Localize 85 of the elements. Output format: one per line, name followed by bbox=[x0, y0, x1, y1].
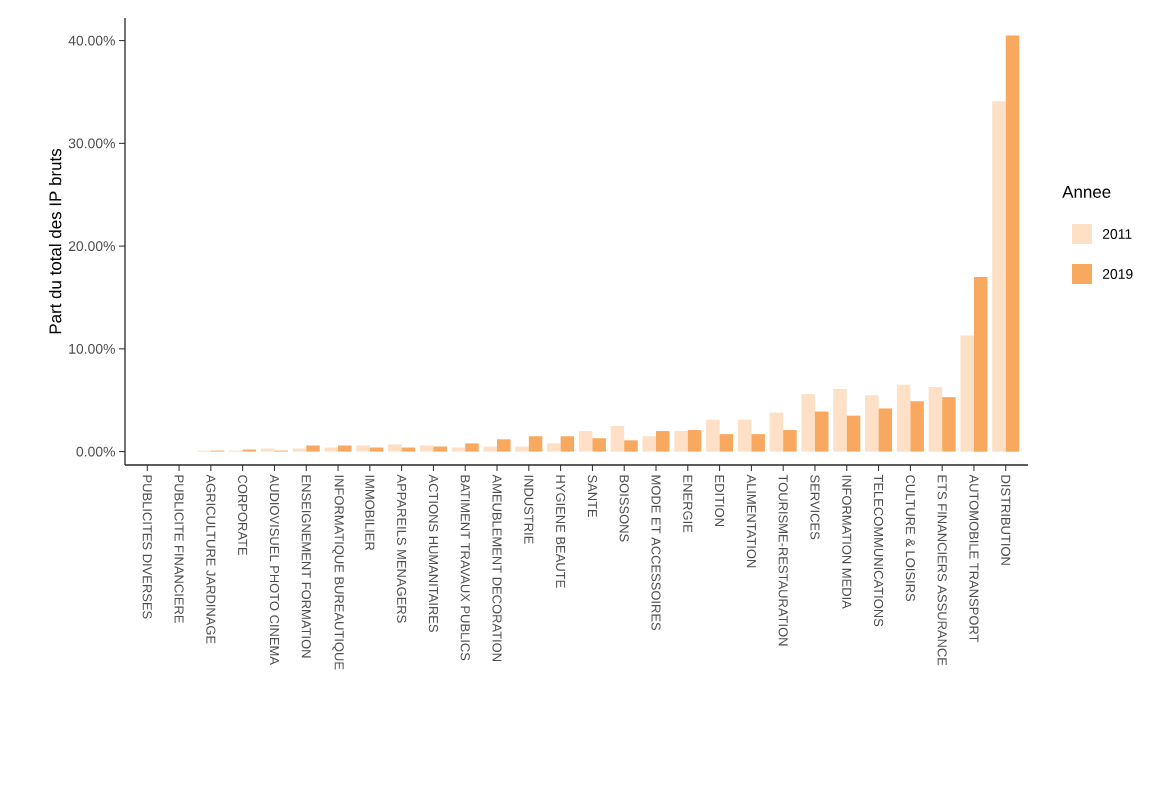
x-tick-label: AMEUBLEMENT DECORATION bbox=[492, 474, 502, 662]
bar bbox=[388, 444, 402, 452]
bar bbox=[846, 415, 861, 452]
x-tick-label: INFORMATION MEDIA bbox=[842, 475, 852, 609]
bar bbox=[814, 411, 829, 452]
x-tick-label: SERVICES bbox=[810, 475, 820, 540]
bar bbox=[1005, 35, 1020, 452]
bar bbox=[960, 335, 974, 452]
bar bbox=[833, 388, 847, 452]
x-tick-label: ALIMENTATION bbox=[746, 474, 756, 568]
x-tick-label: CULTURE & LOISIRS bbox=[905, 475, 915, 602]
x-tick-label: ENERGIE bbox=[683, 475, 693, 533]
bar bbox=[292, 448, 307, 452]
y-tick-label: 20.00% bbox=[68, 241, 115, 252]
bar bbox=[751, 434, 765, 452]
bar bbox=[910, 401, 924, 452]
bar bbox=[260, 448, 275, 452]
bar bbox=[592, 438, 606, 452]
x-tick-label: INFORMATIQUE BUREAUTIQUE bbox=[332, 475, 344, 670]
bar bbox=[624, 440, 638, 452]
bar bbox=[801, 394, 815, 452]
bar bbox=[451, 447, 466, 452]
x-tick-label: BOISSONS bbox=[619, 475, 629, 542]
bar bbox=[515, 446, 529, 452]
bar bbox=[419, 445, 434, 452]
y-axis-title: Part du total des IP bruts bbox=[48, 148, 62, 334]
x-tick-label: AGRICULTURE JARDINAGE bbox=[206, 474, 216, 644]
bar bbox=[865, 395, 879, 452]
legend-label: 2011 bbox=[1102, 229, 1132, 239]
x-tick-label: PUBLICITES DIVERSES bbox=[142, 475, 152, 619]
x-tick-label: CORPORATE bbox=[238, 475, 248, 556]
bar bbox=[719, 434, 734, 452]
x-tick-label: MODE ET ACCESSOIRES bbox=[651, 475, 661, 631]
bar bbox=[242, 449, 257, 452]
x-tick-label: DISTRIBUTION bbox=[1001, 475, 1011, 565]
bar bbox=[401, 447, 416, 452]
x-tick-label: ACTIONS HUMANITAIRES bbox=[428, 474, 439, 632]
y-tick-label: 40.00% bbox=[68, 35, 115, 46]
bar bbox=[497, 439, 511, 452]
bar bbox=[483, 446, 498, 452]
x-tick-label: EDITION bbox=[715, 475, 725, 526]
x-tick-label: PUBLICITE FINANCIERE bbox=[174, 475, 184, 623]
x-tick-label: BATIMENT TRAVAUX PUBLICS bbox=[460, 475, 470, 661]
bar bbox=[706, 419, 720, 452]
y-tick-label: 0.00% bbox=[76, 446, 115, 457]
bar bbox=[642, 436, 656, 452]
x-tick-label: TELECOMMUNICATIONS bbox=[873, 474, 884, 627]
y-tick-label: 10.00% bbox=[69, 343, 115, 354]
bar bbox=[578, 431, 593, 452]
bar bbox=[769, 412, 784, 452]
bar bbox=[528, 436, 543, 452]
bar bbox=[356, 445, 370, 452]
bar bbox=[433, 446, 447, 452]
bar bbox=[656, 431, 670, 452]
bar bbox=[369, 447, 384, 452]
bar bbox=[737, 419, 752, 452]
x-tick-label: SANTE bbox=[587, 475, 597, 518]
bar bbox=[338, 445, 352, 452]
bar bbox=[942, 397, 956, 452]
x-tick-label: AUTOMOBILE TRANSPORT bbox=[969, 474, 979, 643]
legend-label: 2019 bbox=[1102, 269, 1133, 279]
bar bbox=[878, 408, 893, 452]
bar bbox=[324, 447, 339, 452]
bar bbox=[973, 276, 988, 452]
x-tick-label: AUDIOVISUEL PHOTO CINEMA bbox=[269, 474, 280, 665]
bar bbox=[465, 443, 479, 452]
y-tick-label: 30.00% bbox=[68, 138, 115, 149]
bar bbox=[306, 445, 320, 452]
x-tick-label: INDUSTRIE bbox=[524, 475, 534, 544]
x-tick-label: ENSEIGNEMENT FORMATION bbox=[301, 475, 311, 658]
bar bbox=[674, 431, 688, 452]
x-tick-label: TOURISME-RESTAURATION bbox=[778, 474, 788, 646]
x-tick-label: APPAREILS MENAGERS bbox=[397, 474, 407, 623]
legend-title: Annee bbox=[1062, 186, 1111, 198]
x-tick-label: HYGIENE BEAUTE bbox=[556, 475, 566, 588]
bar bbox=[896, 384, 911, 452]
bar bbox=[928, 386, 943, 452]
bar bbox=[610, 425, 625, 452]
bar bbox=[560, 436, 575, 452]
bar bbox=[687, 430, 702, 452]
bar bbox=[547, 443, 561, 452]
x-tick-label: ETS FINANCIERS ASSURANCE bbox=[937, 475, 947, 666]
bar bbox=[992, 101, 1006, 452]
bar bbox=[783, 430, 797, 452]
x-tick-label: IMMOBILIER bbox=[365, 475, 375, 551]
